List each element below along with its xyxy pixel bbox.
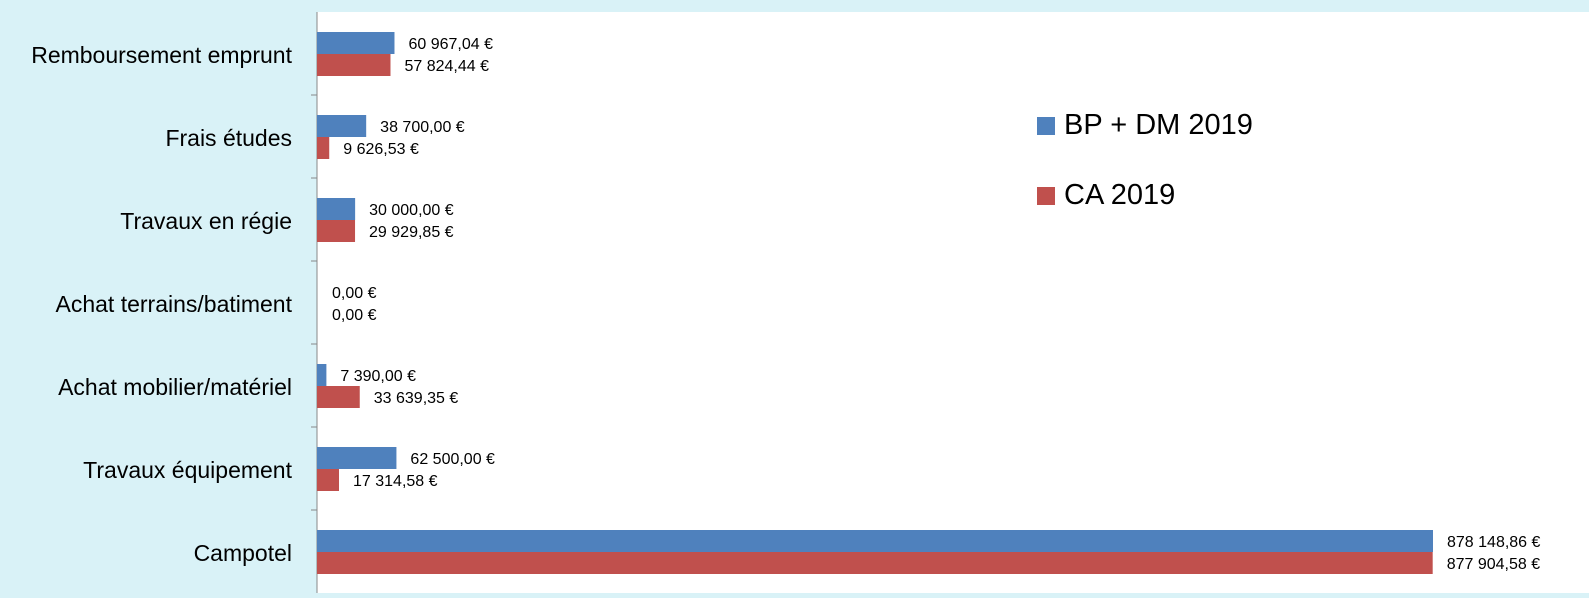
value-label: 30 000,00 € [369,202,454,219]
legend-label-series-2: CA 2019 [1064,179,1175,211]
legend-swatch-series-2 [1037,187,1055,205]
value-label: 38 700,00 € [380,119,465,136]
bar-ca-2019 [317,137,330,159]
bar-bp-dm-2019 [317,530,1433,552]
bar-ca-2019 [317,54,391,76]
bar-bp-dm-2019 [317,447,397,469]
value-label: 60 967,04 € [408,36,493,53]
value-label: 878 148,86 € [1447,534,1541,551]
bar-bp-dm-2019 [317,198,356,220]
value-label: 29 929,85 € [369,224,454,241]
legend-swatch-series-1 [1037,117,1055,135]
value-label: 33 639,35 € [374,390,459,407]
category-label: Remboursement emprunt [31,42,292,68]
category-label: Travaux en régie [120,208,292,234]
plot-area [317,12,1589,593]
value-label: 57 824,44 € [404,58,489,75]
category-label: Travaux équipement [83,457,292,483]
legend-label-series-1: BP + DM 2019 [1064,109,1253,141]
category-label: Frais études [165,125,292,151]
bar-bp-dm-2019 [317,115,367,137]
category-label: Achat terrains/batiment [55,291,292,317]
value-label: 7 390,00 € [340,368,416,385]
legend: BP + DM 2019 CA 2019 [1037,109,1253,211]
value-label: 62 500,00 € [410,451,495,468]
value-label: 0,00 € [332,307,377,324]
category-label: Achat mobilier/matériel [58,374,292,400]
value-label: 0,00 € [332,285,377,302]
bar-ca-2019 [317,552,1433,574]
bar-ca-2019 [317,469,340,491]
value-label: 17 314,58 € [353,473,438,490]
bar-ca-2019 [317,220,356,242]
value-label: 9 626,53 € [343,141,419,158]
category-label: Campotel [194,540,292,566]
value-label: 877 904,58 € [1447,556,1541,573]
bar-bp-dm-2019 [317,364,327,386]
bar-ca-2019 [317,386,360,408]
bar-bp-dm-2019 [317,32,395,54]
